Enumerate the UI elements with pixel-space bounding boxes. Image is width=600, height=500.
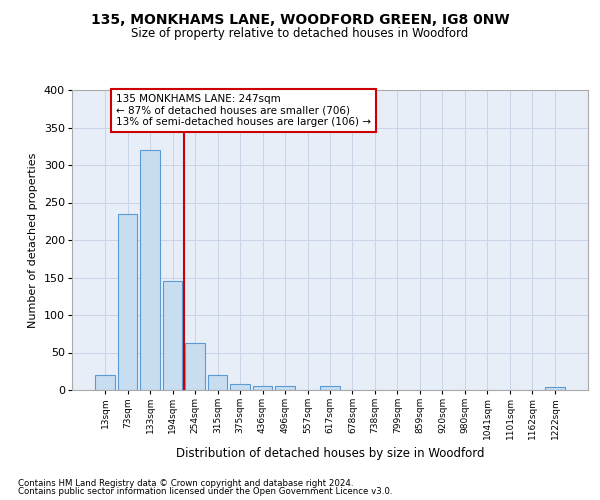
- Text: Contains public sector information licensed under the Open Government Licence v3: Contains public sector information licen…: [18, 487, 392, 496]
- Bar: [545, 387, 565, 390]
- Bar: [95, 375, 115, 390]
- Text: 135, MONKHAMS LANE, WOODFORD GREEN, IG8 0NW: 135, MONKHAMS LANE, WOODFORD GREEN, IG8 …: [91, 12, 509, 26]
- Bar: [185, 343, 205, 390]
- Bar: [253, 386, 272, 390]
- Text: Contains HM Land Registry data © Crown copyright and database right 2024.: Contains HM Land Registry data © Crown c…: [18, 478, 353, 488]
- Bar: [230, 384, 250, 390]
- Bar: [140, 150, 160, 390]
- Bar: [320, 386, 340, 390]
- Bar: [163, 281, 182, 390]
- Text: 135 MONKHAMS LANE: 247sqm
← 87% of detached houses are smaller (706)
13% of semi: 135 MONKHAMS LANE: 247sqm ← 87% of detac…: [116, 94, 371, 127]
- Bar: [208, 375, 227, 390]
- Y-axis label: Number of detached properties: Number of detached properties: [28, 152, 38, 328]
- Bar: [275, 386, 295, 390]
- Bar: [118, 214, 137, 390]
- X-axis label: Distribution of detached houses by size in Woodford: Distribution of detached houses by size …: [176, 448, 484, 460]
- Text: Size of property relative to detached houses in Woodford: Size of property relative to detached ho…: [131, 28, 469, 40]
